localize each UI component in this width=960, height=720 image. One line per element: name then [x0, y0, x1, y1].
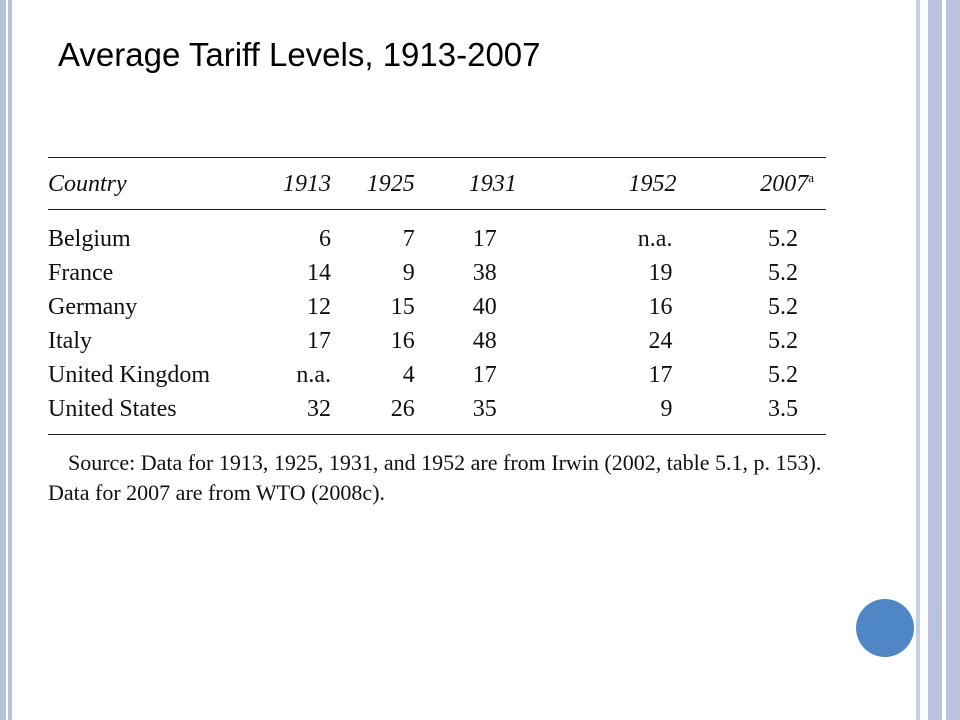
- table-row: United States 32 26 35 9 3.5: [48, 392, 826, 435]
- right-border-decoration: [916, 0, 960, 720]
- cell-country: United States: [48, 396, 177, 422]
- right-border-line: [916, 0, 920, 720]
- cell-1952: 19: [648, 260, 673, 286]
- cell-1952: 16: [648, 294, 673, 320]
- cell-1913: 32: [307, 396, 331, 422]
- table-header-row: Country 1913 1925 1931 1952 2007a: [48, 157, 826, 210]
- cell-country: United Kingdom: [48, 362, 210, 388]
- table-row: Belgium 6 7 17 n.a. 5.2: [48, 210, 826, 257]
- source-note: Source: Data for 1913, 1925, 1931, and 1…: [48, 448, 848, 508]
- cell-1925: 26: [390, 396, 415, 422]
- cell-1952: 9: [660, 396, 673, 422]
- cell-2007: 5.2: [768, 294, 798, 320]
- table-row: United Kingdom n.a. 4 17 17 5.2: [48, 358, 826, 392]
- table-body: Belgium 6 7 17 n.a. 5.2 France 14 9 38 19 5.2 German…: [48, 210, 826, 435]
- header-1931: 1931: [414, 157, 560, 210]
- cell-1931: 17: [472, 226, 497, 252]
- left-border-decoration: [0, 0, 12, 720]
- cell-1913: 17: [307, 328, 331, 354]
- cell-2007: 5.2: [768, 328, 798, 354]
- cell-1913: 14: [307, 260, 331, 286]
- decorative-circle: [856, 599, 914, 657]
- cell-1925: 4: [402, 362, 415, 388]
- cell-country: Italy: [48, 328, 92, 354]
- header-country: Country: [48, 157, 279, 210]
- cell-1913: n.a.: [296, 362, 331, 388]
- cell-2007: 5.2: [768, 226, 798, 252]
- cell-1931: 38: [472, 260, 497, 286]
- slide-title: Average Tariff Levels, 1913-2007: [58, 36, 541, 73]
- cell-country: France: [48, 260, 114, 286]
- cell-1931: 17: [472, 362, 497, 388]
- cell-2007: 3.5: [768, 396, 798, 422]
- cell-1952: 24: [648, 328, 673, 354]
- cell-1931: 35: [472, 396, 497, 422]
- header-1925: 1925: [331, 157, 415, 210]
- cell-1931: 40: [472, 294, 497, 320]
- cell-1925: 16: [390, 328, 415, 354]
- cell-1931: 48: [472, 328, 497, 354]
- cell-country: Germany: [48, 294, 138, 320]
- header-2007-footnote-mark: a: [808, 170, 814, 185]
- header-1952: 1952: [559, 157, 699, 210]
- cell-country: Belgium: [48, 226, 131, 252]
- right-border-line: [946, 0, 960, 720]
- table-row: Italy 17 16 48 24 5.2: [48, 324, 826, 358]
- cell-1925: 7: [402, 226, 415, 252]
- table-row: Germany 12 15 40 16 5.2: [48, 290, 826, 324]
- cell-1925: 9: [402, 260, 415, 286]
- cell-2007: 5.2: [768, 362, 798, 388]
- right-border-line: [928, 0, 942, 720]
- header-1913: 1913: [278, 157, 331, 210]
- tariff-table: Country 1913 1925 1931 1952 2007a Belgiu…: [48, 157, 826, 435]
- cell-1952: n.a.: [637, 226, 673, 252]
- table-row: France 14 9 38 19 5.2: [48, 256, 826, 290]
- source-text: Source: Data for 1913, 1925, 1931, and 1…: [48, 450, 822, 505]
- cell-1952: 17: [648, 362, 673, 388]
- cell-1913: 12: [307, 294, 331, 320]
- cell-1925: 15: [390, 294, 415, 320]
- cell-1913: 6: [319, 226, 331, 252]
- cell-2007: 5.2: [768, 260, 798, 286]
- header-2007: 2007a: [698, 157, 826, 210]
- header-2007-label: 2007: [760, 171, 809, 197]
